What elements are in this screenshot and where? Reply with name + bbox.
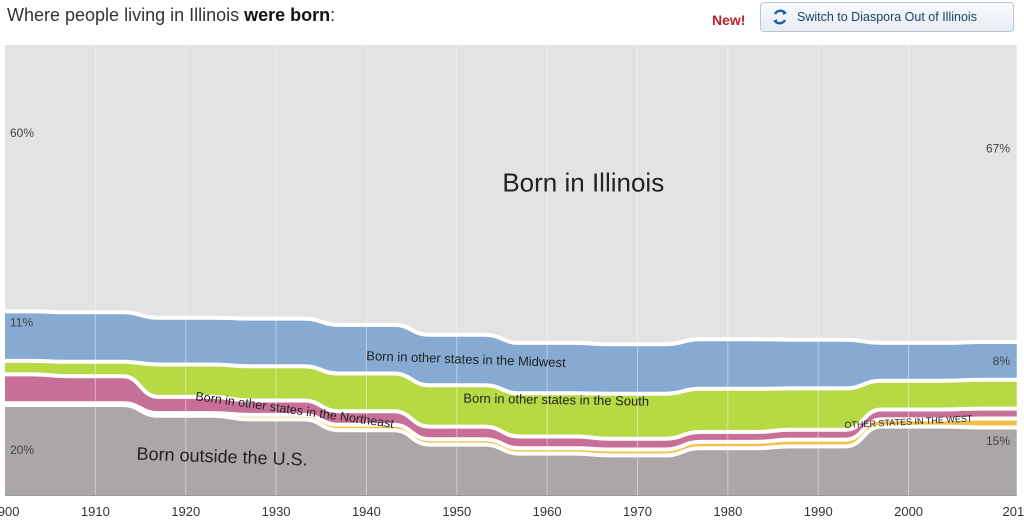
x-tick-label: 1990 <box>804 504 833 519</box>
x-tick-label: 1970 <box>623 504 652 519</box>
area-0 <box>5 405 1017 495</box>
series-label: Born in Illinois <box>502 167 664 197</box>
header-title-prefix: Where people living in Illinois <box>7 5 245 25</box>
separator-4 <box>5 358 1017 396</box>
switch-diaspora-button[interactable]: Switch to Diaspora Out of Illinois <box>760 2 1014 32</box>
x-tick-label: 1910 <box>81 504 110 519</box>
start-percent-label: 60% <box>10 126 34 140</box>
end-percent-label: 8% <box>993 354 1011 368</box>
x-tick-label: 1900 <box>0 504 19 519</box>
x-tick-label: 1930 <box>262 504 291 519</box>
separator-3 <box>5 372 1017 441</box>
header-title: Where people living in Illinois were bor… <box>7 5 335 26</box>
new-badge: New! <box>712 12 746 28</box>
series-label: Born in other states in the South <box>463 390 649 408</box>
switch-button-label: Switch to Diaspora Out of Illinois <box>797 10 977 24</box>
separator-1 <box>5 403 1017 458</box>
separator-2 <box>5 401 1017 452</box>
x-tick-label: 1950 <box>442 504 471 519</box>
header-title-bold: were born <box>244 5 331 25</box>
x-tick-label: 1920 <box>171 504 200 519</box>
area-4 <box>5 311 1017 394</box>
end-percent-label: 67% <box>986 142 1010 156</box>
separator-5 <box>5 309 1017 347</box>
end-percent-label: 15% <box>986 434 1010 448</box>
start-percent-label: 11% <box>10 316 33 330</box>
refresh-icon <box>773 9 787 25</box>
area-5 <box>5 45 1017 345</box>
start-percent-label: 20% <box>10 443 34 457</box>
series-label: Born in other states in the Midwest <box>366 348 566 370</box>
header-title-suffix: : <box>330 5 336 25</box>
x-tick-label: 1960 <box>533 504 562 519</box>
x-tick-label: 1980 <box>713 504 742 519</box>
x-tick-label: 2000 <box>894 504 923 519</box>
x-tick-label: 1940 <box>352 504 381 519</box>
area-3 <box>5 360 1017 439</box>
